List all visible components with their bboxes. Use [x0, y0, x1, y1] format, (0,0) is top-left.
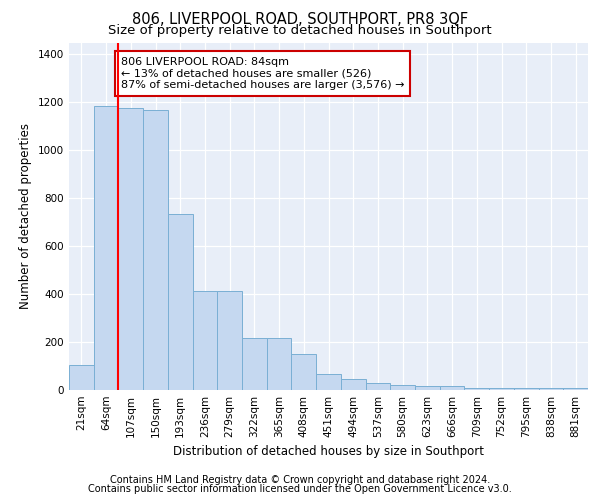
Bar [267, 338, 292, 390]
Bar [489, 388, 514, 390]
Bar [563, 388, 588, 390]
Bar [168, 214, 193, 390]
Bar [94, 106, 118, 390]
Bar [514, 388, 539, 390]
Text: Size of property relative to detached houses in Southport: Size of property relative to detached ho… [108, 24, 492, 37]
Bar [440, 386, 464, 390]
Bar [539, 388, 563, 390]
Bar [143, 110, 168, 390]
Bar [217, 290, 242, 390]
Bar [464, 388, 489, 390]
X-axis label: Distribution of detached houses by size in Southport: Distribution of detached houses by size … [173, 446, 484, 458]
Bar [316, 374, 341, 390]
Text: Contains public sector information licensed under the Open Government Licence v3: Contains public sector information licen… [88, 484, 512, 494]
Bar [292, 354, 316, 390]
Bar [390, 385, 415, 390]
Bar [341, 379, 365, 390]
Bar [193, 290, 217, 390]
Text: 806 LIVERPOOL ROAD: 84sqm
← 13% of detached houses are smaller (526)
87% of semi: 806 LIVERPOOL ROAD: 84sqm ← 13% of detac… [121, 57, 404, 90]
Text: Contains HM Land Registry data © Crown copyright and database right 2024.: Contains HM Land Registry data © Crown c… [110, 475, 490, 485]
Bar [118, 108, 143, 390]
Text: 806, LIVERPOOL ROAD, SOUTHPORT, PR8 3QF: 806, LIVERPOOL ROAD, SOUTHPORT, PR8 3QF [132, 12, 468, 28]
Bar [415, 386, 440, 390]
Bar [69, 365, 94, 390]
Bar [242, 338, 267, 390]
Bar [365, 383, 390, 390]
Y-axis label: Number of detached properties: Number of detached properties [19, 123, 32, 309]
